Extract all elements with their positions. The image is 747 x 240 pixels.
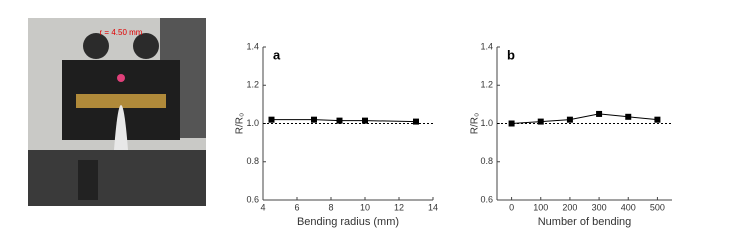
x-tick-label: 10 <box>360 202 370 212</box>
y-tick-label: 1.2 <box>480 80 493 90</box>
photo-knob <box>133 33 159 59</box>
x-tick-label: 200 <box>562 202 577 212</box>
photo-base <box>28 150 206 206</box>
data-point <box>336 117 343 124</box>
data-line <box>271 119 417 123</box>
y-tick-label: 1.4 <box>246 41 259 51</box>
panel-label: b <box>507 47 515 62</box>
y-tick-label: 1.4 <box>480 41 493 51</box>
data-point <box>508 120 515 127</box>
y-tick-label: 0.6 <box>246 194 259 204</box>
x-tick-label: 0 <box>509 202 514 212</box>
photo-marker <box>117 74 125 82</box>
x-tick-label: 300 <box>592 202 607 212</box>
photo-electrode <box>76 94 166 108</box>
y-tick-label: 0.8 <box>480 156 493 166</box>
x-axis-label: Number of bending <box>538 216 632 228</box>
photo-label: r = 4.50 mm <box>100 28 143 37</box>
x-tick-label: 12 <box>394 202 404 212</box>
y-axis-label: R/R₀ <box>235 113 246 134</box>
y-tick-label: 1.0 <box>246 118 259 128</box>
data-point <box>268 116 275 123</box>
photo-post <box>78 160 98 200</box>
photo: r = 4.50 mm <box>28 18 206 206</box>
data-point <box>625 113 632 120</box>
figure: r = 4.50 mm 0.6 0.8 1.0 1.2 1.4 4 6 8 10 12 14 Bend… <box>28 18 672 228</box>
data-point <box>566 116 573 123</box>
y-axis-label: R/R₀ <box>470 113 481 134</box>
photo-knob <box>83 33 109 59</box>
x-tick-label: 500 <box>650 202 665 212</box>
x-tick-label: 6 <box>294 202 299 212</box>
y-tick-label: 1.0 <box>480 118 493 128</box>
x-tick-label: 400 <box>621 202 636 212</box>
photo-film <box>114 105 128 150</box>
y-tick-label: 0.8 <box>246 156 259 166</box>
data-line <box>511 113 658 124</box>
panel-label: a <box>273 47 281 62</box>
data-point <box>362 117 368 124</box>
data-point <box>596 110 603 117</box>
y-tick-label: 1.2 <box>246 80 259 90</box>
x-tick-label: 8 <box>328 202 333 212</box>
data-point <box>537 118 544 125</box>
data-point <box>311 116 317 123</box>
x-axis-label: Bending radius (mm) <box>297 216 399 228</box>
y-tick-label: 0.6 <box>480 194 493 204</box>
x-tick-label: 14 <box>428 202 438 212</box>
x-tick-label: 4 <box>260 202 265 212</box>
data-point <box>413 118 419 125</box>
data-point <box>654 116 661 123</box>
x-tick-label: 100 <box>533 202 548 212</box>
